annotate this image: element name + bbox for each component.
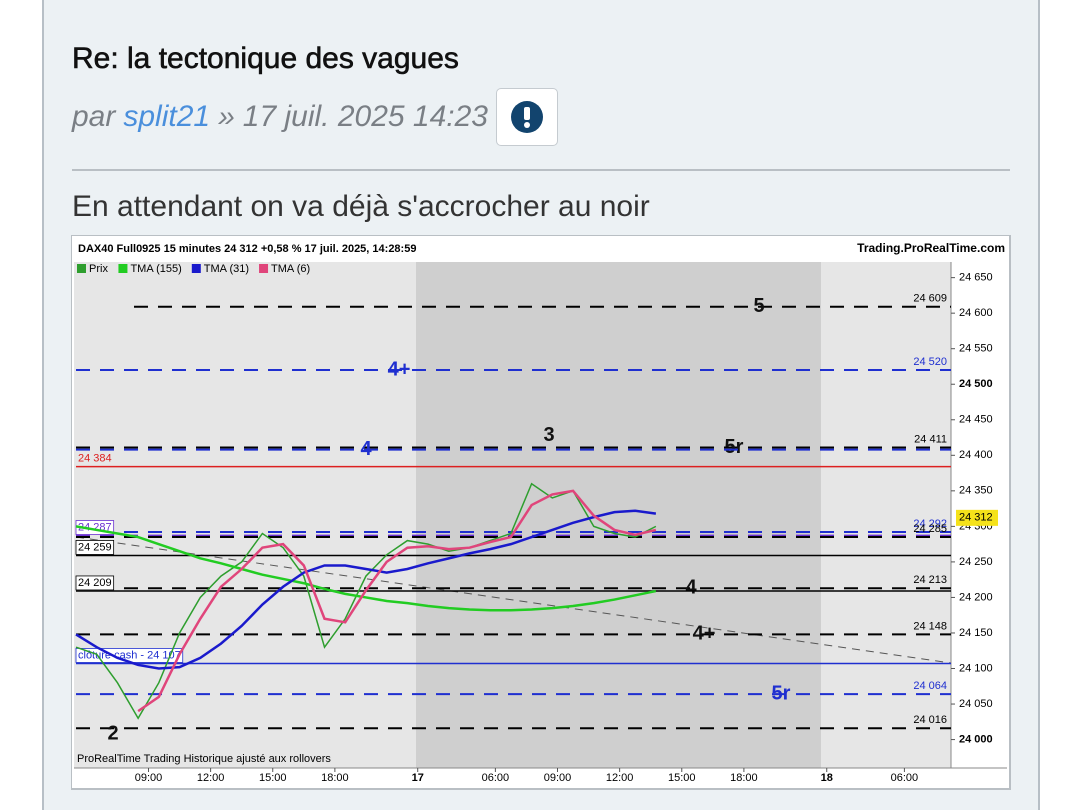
x-tick-label: 09:00 xyxy=(544,772,572,784)
x-tick-label: 06:00 xyxy=(482,772,510,784)
wave-marker: 3 xyxy=(543,424,554,446)
wave-marker: 4+ xyxy=(693,623,716,645)
y-tick-label: 24 650 xyxy=(959,272,993,284)
level-label: 24 411 xyxy=(914,433,947,445)
chart: DAX40 Full0925 15 minutes 24 312 +0,58 %… xyxy=(71,235,1011,790)
post-title: Re: la tectonique des vagues xyxy=(72,42,460,76)
legend-label: TMA (31) xyxy=(204,263,249,275)
y-tick-label: 24 150 xyxy=(959,627,993,639)
post: Re: la tectonique des vagues par split21… xyxy=(42,0,1040,810)
post-body: En attendant on va déjà s'accrocher au n… xyxy=(72,190,650,223)
legend-label: TMA (6) xyxy=(271,263,310,275)
level-label: 24 259 xyxy=(78,541,112,553)
separator: » xyxy=(218,100,235,133)
last-price-box xyxy=(956,509,998,526)
legend-swatch xyxy=(77,264,86,273)
chart-source: Trading.ProRealTime.com xyxy=(857,241,1005,255)
legend-label: TMA (155) xyxy=(130,263,181,275)
level-label: 24 292 xyxy=(913,518,947,530)
divider xyxy=(72,169,1010,171)
wave-marker: 4 xyxy=(685,576,697,598)
y-tick-label: 24 050 xyxy=(959,698,993,710)
x-tick-label: 15:00 xyxy=(668,772,696,784)
by: par xyxy=(72,100,116,133)
series-line xyxy=(137,489,657,713)
y-tick-label: 24 250 xyxy=(959,556,993,568)
wave-marker: 2 xyxy=(107,722,118,744)
wave-marker: 4+ xyxy=(388,358,411,380)
series-line xyxy=(75,525,657,612)
report-icon xyxy=(510,101,543,133)
y-tick-label: 24 550 xyxy=(959,343,993,355)
wave-marker: 4 xyxy=(360,438,372,460)
x-tick-label: 18 xyxy=(821,772,833,784)
y-tick-label: 24 600 xyxy=(959,307,993,319)
y-tick-label: 24 000 xyxy=(959,733,993,745)
x-tick-label: 18:00 xyxy=(730,772,758,784)
level-label: 24 609 xyxy=(913,293,947,305)
level-label: 24 016 xyxy=(913,714,947,726)
level-label: 24 064 xyxy=(913,680,947,692)
level-label: 24 213 xyxy=(913,574,947,586)
legend-swatch xyxy=(191,264,201,273)
x-tick-label: 17 xyxy=(412,772,424,784)
y-tick-label: 24 350 xyxy=(959,485,993,497)
legend-swatch xyxy=(118,264,128,273)
level-label: 24 384 xyxy=(78,453,112,465)
wave-marker: 5r xyxy=(725,436,744,458)
last-price-label: 24 312 xyxy=(959,512,993,524)
x-tick-label: 18:00 xyxy=(321,772,349,784)
y-tick-label: 24 400 xyxy=(959,449,993,461)
post-meta: par split21 » 17 juil. 2025 14:23 xyxy=(72,88,558,146)
level-label: 24 520 xyxy=(913,356,947,368)
report-button[interactable] xyxy=(495,88,558,146)
x-tick-label: 09:00 xyxy=(135,772,163,784)
level-label: 24 209 xyxy=(78,577,112,589)
y-tick-label: 24 450 xyxy=(959,414,993,426)
level-label-box xyxy=(75,575,115,591)
y-tick-label: 24 200 xyxy=(959,591,993,603)
level-label: 24 148 xyxy=(913,620,947,632)
chart-header: DAX40 Full0925 15 minutes 24 312 +0,58 %… xyxy=(78,243,416,255)
wave-marker: 5r xyxy=(772,682,791,704)
y-tick-label: 24 500 xyxy=(959,378,993,390)
trend-line xyxy=(75,536,952,664)
x-tick-label: 15:00 xyxy=(259,772,287,784)
chart-footer: ProRealTime Trading Historique ajusté au… xyxy=(77,753,331,765)
x-tick-label: 06:00 xyxy=(891,772,919,784)
x-tick-label: 12:00 xyxy=(606,772,634,784)
x-tick-label: 12:00 xyxy=(197,772,225,784)
wave-marker: 5 xyxy=(753,295,764,317)
author-link[interactable]: split21 xyxy=(123,100,211,133)
legend-swatch xyxy=(259,264,269,273)
post-date: 17 juil. 2025 14:23 xyxy=(242,100,488,133)
legend-label: Prix xyxy=(89,263,108,275)
y-tick-label: 24 100 xyxy=(959,662,993,674)
level-label-box xyxy=(75,540,115,555)
series-line xyxy=(75,482,657,720)
level-label: clôture cash - 24 107 xyxy=(78,649,181,661)
level-label: 24 285 xyxy=(913,523,947,535)
